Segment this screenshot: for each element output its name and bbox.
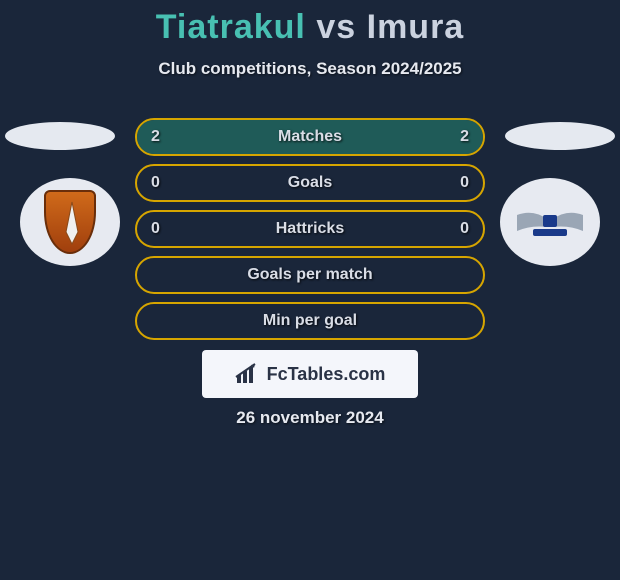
stat-label: Goals [288,174,332,192]
stat-row-hattricks: 0 Hattricks 0 [135,210,485,248]
date: 26 november 2024 [0,408,620,428]
player2-name: Imura [367,8,465,46]
stat-row-matches: 2 Matches 2 [135,118,485,156]
club-crest-right [513,205,587,239]
barchart-icon [235,363,261,385]
stat-row-min-per-goal: Min per goal [135,302,485,340]
subtitle: Club competitions, Season 2024/2025 [0,59,620,79]
club-badge-left [20,178,120,266]
stats-column: 2 Matches 2 0 Goals 0 0 Hattricks 0 Goal… [135,118,485,348]
player2-avatar-placeholder [505,122,615,150]
shield-icon [46,192,98,256]
stat-value-right: 0 [460,220,469,238]
stat-label: Goals per match [247,266,372,284]
player1-name: Tiatrakul [156,8,306,46]
comparison-infographic: Tiatrakul vs Imura Club competitions, Se… [0,0,620,580]
wings-icon [513,205,587,239]
stat-value-left: 2 [151,128,160,146]
club-crest-left [44,190,96,254]
player1-avatar-placeholder [5,122,115,150]
stat-row-goals-per-match: Goals per match [135,256,485,294]
stat-row-goals: 0 Goals 0 [135,164,485,202]
brand-badge: FcTables.com [202,350,418,398]
stat-label: Min per goal [263,312,357,330]
stat-value-right: 2 [460,128,469,146]
stat-value-left: 0 [151,174,160,192]
brand-text: FcTables.com [267,364,386,385]
club-badge-right [500,178,600,266]
title: Tiatrakul vs Imura [0,8,620,47]
stat-value-left: 0 [151,220,160,238]
stat-value-right: 0 [460,174,469,192]
stat-label: Hattricks [276,220,344,238]
stat-label: Matches [278,128,342,146]
vs-separator: vs [316,8,356,46]
